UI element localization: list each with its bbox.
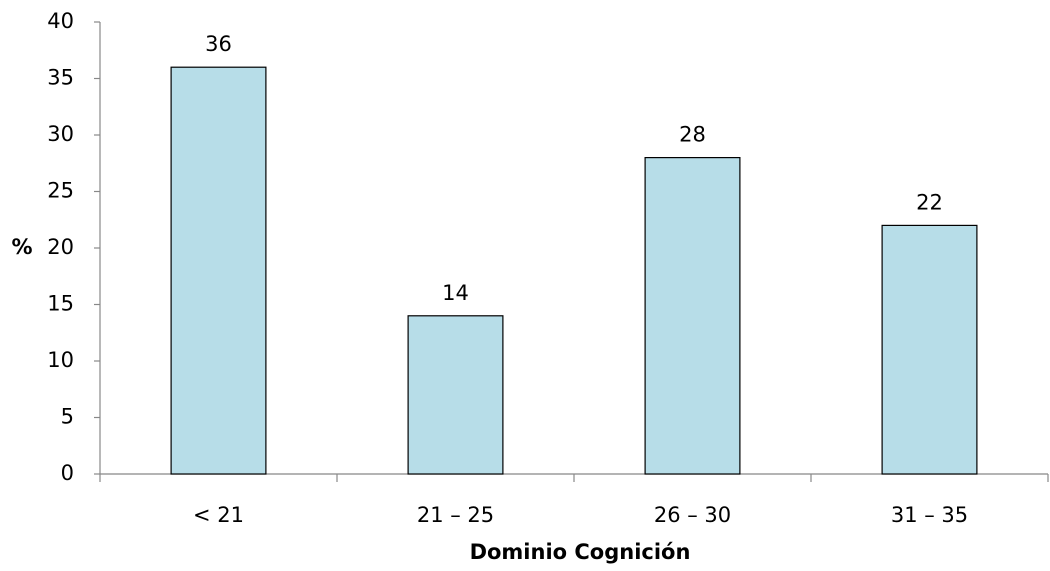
y-tick-label: 25	[47, 179, 74, 203]
value-label: 36	[205, 32, 232, 56]
x-tick-label: < 21	[193, 503, 244, 527]
value-label: 22	[916, 190, 943, 214]
value-label: 14	[442, 281, 469, 305]
y-tick-label: 15	[47, 292, 74, 316]
y-tick-label: 10	[47, 348, 74, 372]
bar	[407, 315, 504, 475]
x-axis-label: Dominio Cognición	[470, 540, 691, 564]
x-tick-label: 21 – 25	[417, 503, 494, 527]
y-tick-label: 0	[61, 461, 74, 485]
x-tick-label: 26 – 30	[654, 503, 731, 527]
y-tick-label: 35	[47, 66, 74, 90]
x-tick-label: 31 – 35	[891, 503, 968, 527]
y-tick-label: 40	[47, 9, 74, 33]
value-label: 28	[679, 123, 706, 147]
bar	[881, 224, 978, 475]
y-axis-label: %	[11, 235, 32, 259]
bar	[170, 66, 267, 475]
y-tick-label: 5	[61, 405, 74, 429]
y-tick-label: 20	[47, 235, 74, 259]
y-tick-label: 30	[47, 122, 74, 146]
bar	[644, 157, 741, 475]
